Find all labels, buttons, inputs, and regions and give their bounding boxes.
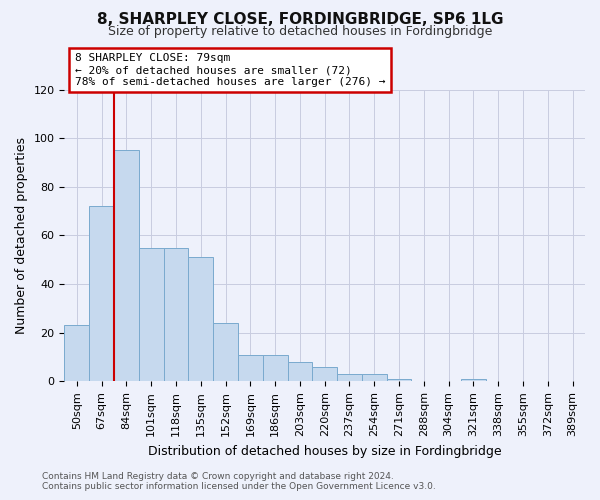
Text: 8 SHARPLEY CLOSE: 79sqm
← 20% of detached houses are smaller (72)
78% of semi-de: 8 SHARPLEY CLOSE: 79sqm ← 20% of detache… bbox=[75, 54, 385, 86]
Bar bbox=[386, 379, 412, 382]
Bar bbox=[337, 374, 362, 382]
Text: Size of property relative to detached houses in Fordingbridge: Size of property relative to detached ho… bbox=[108, 25, 492, 38]
Bar bbox=[313, 366, 337, 382]
Bar bbox=[238, 354, 263, 382]
Bar bbox=[114, 150, 139, 382]
Bar bbox=[89, 206, 114, 382]
Bar bbox=[188, 258, 213, 382]
Text: Contains HM Land Registry data © Crown copyright and database right 2024.
Contai: Contains HM Land Registry data © Crown c… bbox=[42, 472, 436, 491]
Bar bbox=[461, 379, 486, 382]
Bar bbox=[263, 354, 287, 382]
Text: 8, SHARPLEY CLOSE, FORDINGBRIDGE, SP6 1LG: 8, SHARPLEY CLOSE, FORDINGBRIDGE, SP6 1L… bbox=[97, 12, 503, 28]
Bar bbox=[139, 248, 164, 382]
Bar bbox=[362, 374, 386, 382]
Y-axis label: Number of detached properties: Number of detached properties bbox=[15, 137, 28, 334]
Bar bbox=[164, 248, 188, 382]
Bar bbox=[64, 326, 89, 382]
X-axis label: Distribution of detached houses by size in Fordingbridge: Distribution of detached houses by size … bbox=[148, 444, 502, 458]
Bar bbox=[213, 323, 238, 382]
Bar bbox=[287, 362, 313, 382]
